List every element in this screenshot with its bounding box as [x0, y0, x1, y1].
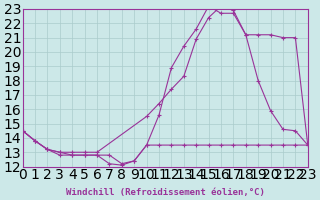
X-axis label: Windchill (Refroidissement éolien,°C): Windchill (Refroidissement éolien,°C) — [66, 188, 265, 197]
